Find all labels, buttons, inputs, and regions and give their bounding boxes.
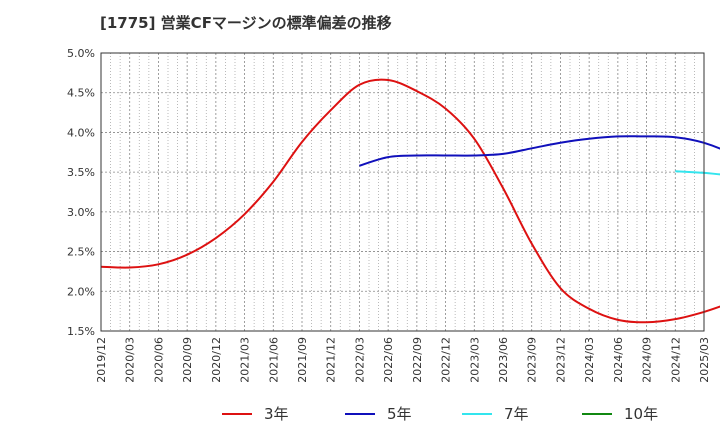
y-tick-label: 3.5% [67, 166, 95, 179]
legend-label: 7年 [504, 405, 529, 423]
x-tick-label: 2020/09 [181, 337, 194, 383]
x-tick-label: 2019/12 [95, 337, 108, 383]
series-layer [100, 78, 720, 324]
y-tick-label: 2.0% [67, 285, 95, 298]
legend-label: 3年 [264, 405, 289, 423]
plot-border [100, 52, 705, 332]
series-line-1 [100, 78, 720, 324]
x-tick-label: 2024/03 [583, 337, 596, 383]
x-tick-label: 2022/09 [411, 337, 424, 383]
x-tick-label: 2023/09 [526, 337, 539, 383]
x-tick-label: 2021/12 [325, 337, 338, 383]
y-tick-label: 4.0% [67, 126, 95, 139]
x-tick-label: 2022/03 [353, 337, 366, 383]
x-tick-label: 2024/12 [669, 337, 682, 383]
x-tick-label: 2025/03 [698, 337, 711, 383]
y-tick-label: 1.5% [67, 325, 95, 338]
y-tick-label: 3.0% [67, 206, 95, 219]
x-tick-label: 2020/03 [124, 337, 137, 383]
x-tick-label: 2023/06 [497, 337, 510, 383]
x-tick-label: 2021/09 [296, 337, 309, 383]
y-tick-label: 4.5% [67, 87, 95, 100]
y-tick-label: 2.5% [67, 246, 95, 259]
x-tick-label: 2022/06 [382, 337, 395, 383]
x-tick-label: 2020/12 [210, 337, 223, 383]
y-axis-ticks: 1.5% 2.0% 2.5% 3.0% 3.5% 4.0% 4.5% 5.0% [67, 47, 95, 338]
x-tick-label: 2023/12 [554, 337, 567, 383]
chart-title: [1775] 営業CFマージンの標準偏差の推移 [100, 14, 392, 32]
x-tick-label: 2021/06 [267, 337, 280, 383]
x-tick-label: 2024/06 [612, 337, 625, 383]
series-line-3 [675, 170, 720, 176]
y-tick-label: 5.0% [67, 47, 95, 60]
x-tick-label: 2020/06 [152, 337, 165, 383]
x-tick-label: 2021/03 [239, 337, 252, 383]
legend-label: 10年 [624, 405, 658, 423]
series-line-2 [359, 135, 720, 167]
x-axis-ticks: 2019/12 2020/03 2020/06 2020/09 2020/12 2021/… [95, 337, 711, 383]
x-tick-label: 2022/12 [440, 337, 453, 383]
grid-layer [101, 53, 704, 331]
x-tick-label: 2023/03 [468, 337, 481, 383]
legend-label: 5年 [387, 405, 412, 423]
x-tick-label: 2024/09 [641, 337, 654, 383]
legend: 3年 5年 7年 10年 [222, 405, 658, 423]
